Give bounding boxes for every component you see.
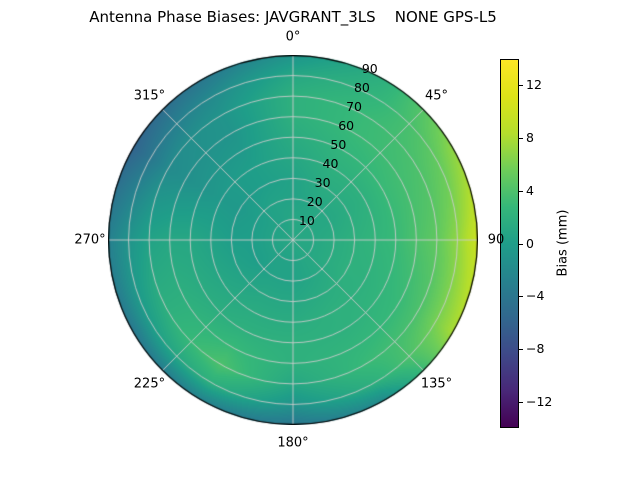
colorbar-tick-mark bbox=[519, 296, 523, 298]
colorbar-tick-mark bbox=[519, 348, 523, 350]
colorbar-tick-mark bbox=[519, 85, 523, 87]
angular-tick-label: 180° bbox=[277, 435, 309, 451]
polar-plot bbox=[108, 55, 478, 425]
colorbar-gradient bbox=[500, 59, 519, 428]
colorbar bbox=[500, 59, 519, 428]
colorbar-tick-label: 12 bbox=[526, 77, 542, 93]
colorbar-label: Bias (mm) bbox=[555, 209, 571, 277]
chart-title: Antenna Phase Biases: JAVGRANT_3LS NONE … bbox=[89, 8, 497, 26]
colorbar-tick-label: −4 bbox=[526, 287, 545, 303]
colorbar-tick-mark bbox=[519, 190, 523, 192]
angular-tick-label: 270° bbox=[74, 232, 106, 248]
colorbar-tick-label: 0 bbox=[526, 235, 534, 251]
colorbar-tick-mark bbox=[519, 243, 523, 245]
colorbar-tick-label: −12 bbox=[526, 393, 553, 409]
colorbar-tick-label: 4 bbox=[526, 182, 534, 198]
colorbar-tick-mark bbox=[519, 401, 523, 403]
polar-heatmap-canvas bbox=[108, 55, 478, 425]
colorbar-tick-mark bbox=[519, 138, 523, 140]
colorbar-tick-label: −8 bbox=[526, 340, 545, 356]
angular-tick-label: 0° bbox=[285, 29, 301, 45]
colorbar-tick-label: 8 bbox=[526, 129, 534, 145]
